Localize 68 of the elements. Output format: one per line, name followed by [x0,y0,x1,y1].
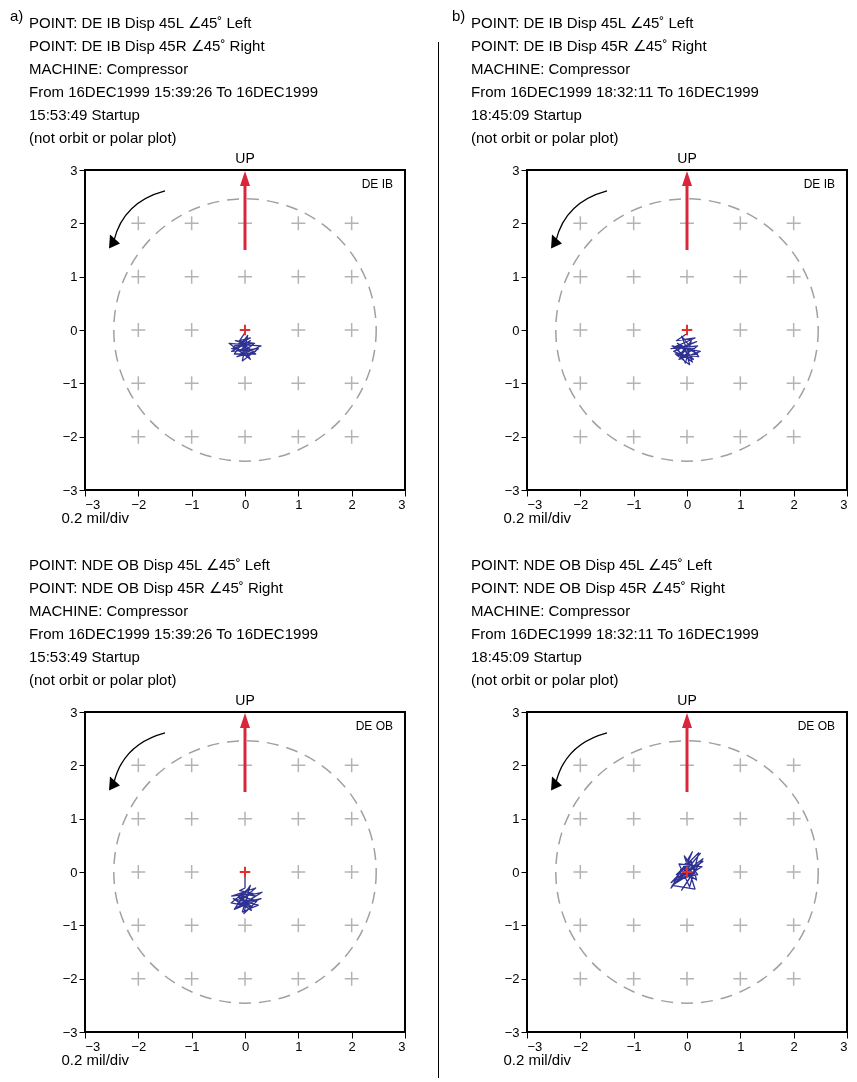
x-tick-label: −1 [184,496,200,512]
y-tick-label: 1 [512,269,520,285]
text: a) [10,7,24,24]
y-tick-label: 3 [512,162,520,178]
line-series [670,333,701,366]
y-tick-label: −2 [62,429,78,445]
y-tick-label: −3 [504,1024,520,1040]
x-tick-label: 0 [241,1038,250,1054]
y-tick-label: 2 [70,757,78,773]
chart-title: POINT: DE IB Disp 45L ∠45˚ Left POINT: DE IB Disp 45R ∠45˚ Right MACHINE: Compressor From 16DEC1999 18:32:11 To 16DEC1999 18:45:09 Startup (not orbit or polar plot) [471,14,759,146]
y-tick-label: 0 [70,322,78,338]
x-tick-label: 0 [683,496,692,512]
annotation: DE OB [355,719,393,733]
x-tick-label: −2 [573,1038,589,1054]
x-tick-label: −1 [184,1038,200,1054]
y-tick-label: 3 [512,704,520,720]
y-tick-label: −2 [62,971,78,987]
x-tick-label: −1 [626,496,642,512]
annotation: DE IB [361,177,393,191]
x-tick-label: 1 [295,1038,303,1054]
text: UP [677,150,697,166]
y-tick-label: −3 [62,482,78,498]
x-tick-label: −2 [131,1038,147,1054]
y-tick-label: 1 [70,269,78,285]
chart-title: POINT: NDE OB Disp 45L ∠45˚ Left POINT: NDE OB Disp 45R ∠45˚ Right MACHINE: Compressor From 16DEC1999 15:39:26 To 16DEC1999 15:53:49 Startup (not orbit or polar plot) [29,556,319,688]
y-tick-label: 3 [70,704,78,720]
y-tick-label: 2 [70,215,78,231]
x-tick-label: −1 [626,1038,642,1054]
line-series [228,332,262,362]
text: UP [235,150,255,166]
y-tick-label: 0 [70,864,78,880]
x-tick-label: 0 [241,496,250,512]
x-tick-label: 3 [398,1038,406,1054]
y-tick-label: 0 [512,322,520,338]
x-tick-label: 1 [737,1038,745,1054]
y-tick-label: −1 [62,917,78,933]
x-tick-label: 1 [295,496,303,512]
y-tick-label: −2 [504,971,520,987]
chart-title: POINT: NDE OB Disp 45L ∠45˚ Left POINT: NDE OB Disp 45R ∠45˚ Right MACHINE: Compressor From 16DEC1999 18:32:11 To 16DEC1999 18:45:09 Startup (not orbit or polar plot) [471,556,759,688]
x-tick-label: 2 [348,1038,356,1054]
x-tick-label: −2 [131,496,147,512]
y-tick-label: 2 [512,757,520,773]
x-tick-label: 2 [790,496,798,512]
y-tick-label: −1 [62,375,78,391]
x-tick-label: 2 [790,1038,798,1054]
y-tick-label: 2 [512,215,520,231]
x-tick-label: −2 [573,496,589,512]
y-tick-label: −3 [504,482,520,498]
text: UP [677,692,697,708]
y-tick-label: −1 [504,917,520,933]
x-tick-label: 2 [348,496,356,512]
x-tick-label: 0 [683,1038,692,1054]
x-tick-label: 3 [840,1038,848,1054]
annotation: DE IB [803,177,835,191]
y-tick-label: 0 [512,864,520,880]
x-tick-label: 3 [840,496,848,512]
y-tick-label: −3 [62,1024,78,1040]
y-tick-label: 1 [512,811,520,827]
y-tick-label: 3 [70,162,78,178]
x-tick-label: 3 [398,496,406,512]
y-tick-label: 1 [70,811,78,827]
y-tick-label: −1 [504,375,520,391]
x-tick-label: 1 [737,496,745,512]
text: UP [235,692,255,708]
y-tick-label: −2 [504,429,520,445]
chart-title: POINT: DE IB Disp 45L ∠45˚ Left POINT: DE IB Disp 45R ∠45˚ Right MACHINE: Compressor From 16DEC1999 15:39:26 To 16DEC1999 15:53:49 Startup (not orbit or polar plot) [29,14,319,146]
text: b) [452,7,466,24]
annotation: DE OB [797,719,835,733]
